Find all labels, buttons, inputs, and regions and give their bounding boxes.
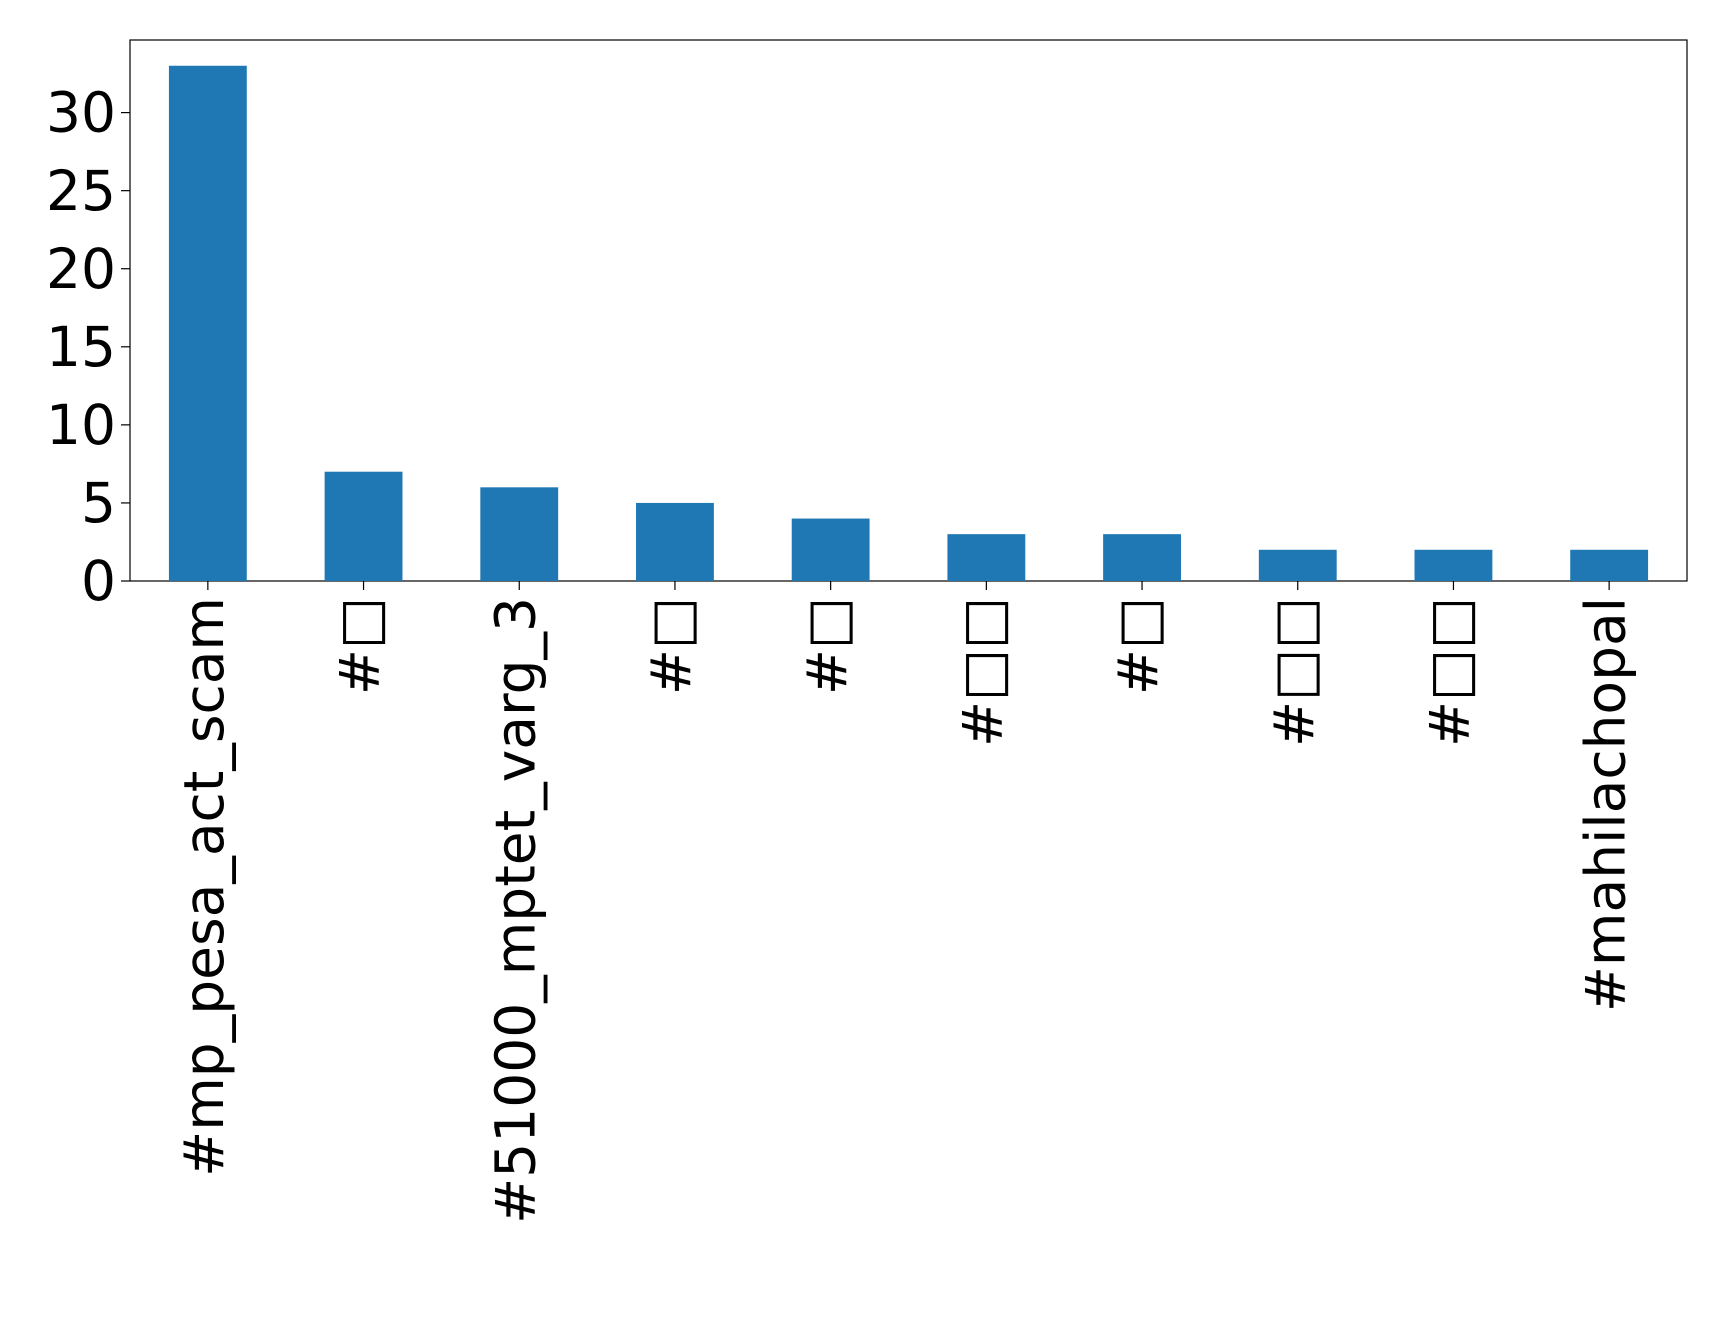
bar bbox=[791, 518, 870, 581]
bar bbox=[324, 471, 403, 581]
y-tick-label: 15 bbox=[46, 315, 116, 379]
y-tick-label: 0 bbox=[81, 549, 116, 613]
bar bbox=[636, 502, 714, 581]
x-tick-label: #□ bbox=[1106, 597, 1170, 695]
y-tick-label: 20 bbox=[46, 237, 116, 301]
x-tick-label: #□ bbox=[328, 597, 392, 695]
bar bbox=[1414, 549, 1493, 581]
x-tick-label: #□□ bbox=[950, 597, 1014, 747]
bar bbox=[480, 487, 559, 581]
y-tick-label: 5 bbox=[81, 471, 116, 535]
bar bbox=[1103, 534, 1181, 581]
y-tick-label: 30 bbox=[46, 81, 116, 145]
x-tick-label: #□ bbox=[639, 597, 703, 695]
bar bbox=[168, 65, 247, 581]
bar bbox=[1258, 549, 1337, 581]
y-tick-label: 10 bbox=[46, 393, 116, 457]
x-tick-label: #mahilachopal bbox=[1573, 597, 1637, 1012]
x-tick-label: #mp_pesa_act_scam bbox=[172, 597, 236, 1177]
bar bbox=[947, 534, 1026, 581]
x-tick-label: #□ bbox=[795, 597, 859, 695]
plot-frame bbox=[129, 39, 1688, 582]
bar bbox=[1570, 549, 1649, 581]
x-tick-label: #□□ bbox=[1418, 597, 1482, 747]
x-tick-label: #□□ bbox=[1262, 597, 1326, 747]
x-tick-label: #51000_mptet_varg_3 bbox=[483, 597, 547, 1224]
y-tick-label: 25 bbox=[46, 159, 116, 223]
